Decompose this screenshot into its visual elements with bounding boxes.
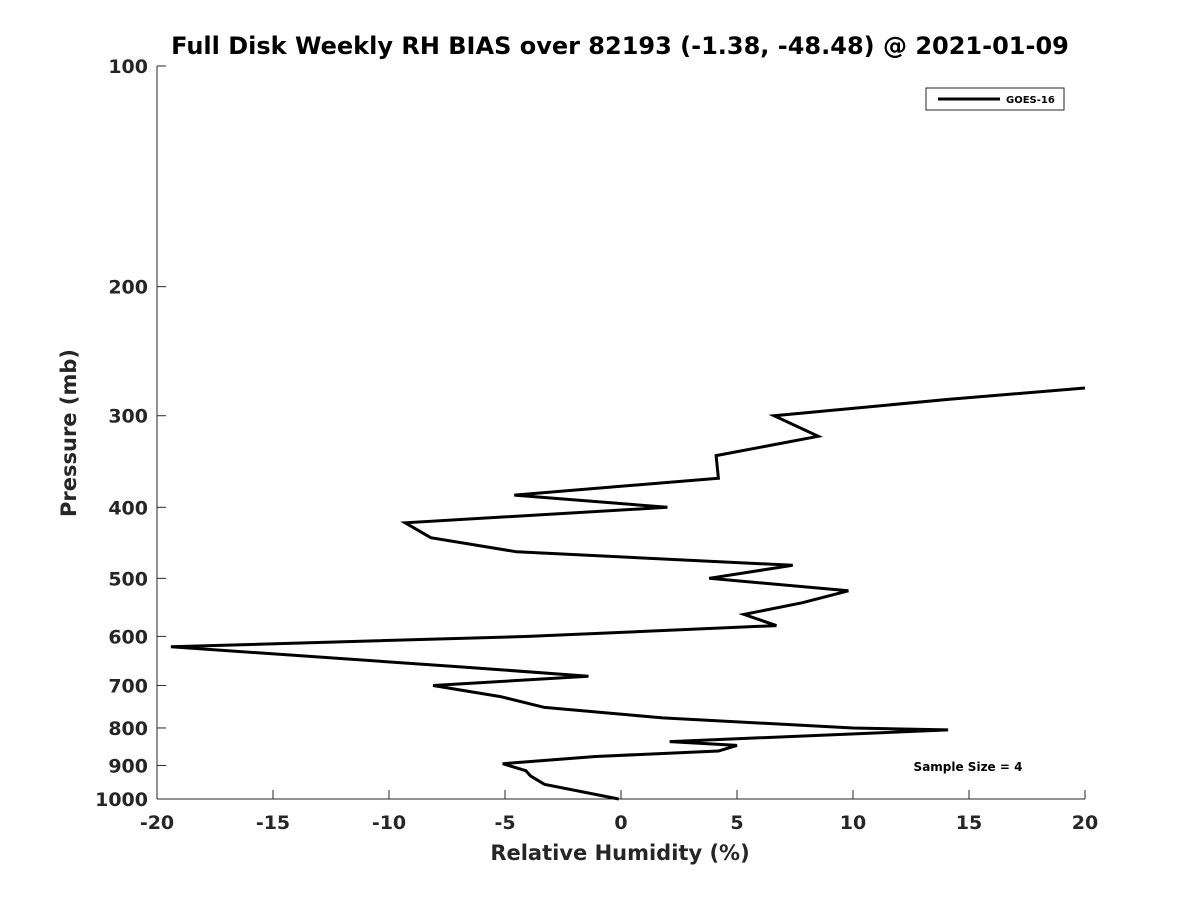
legend: GOES-16 [925,87,1065,111]
y-tick-label: 400 [108,497,148,519]
chart-title: Full Disk Weekly RH BIAS over 82193 (-1.… [171,32,1069,60]
x-tick-label: 0 [614,812,627,834]
series-line-goes-16 [170,386,1086,801]
x-tick-label: -10 [372,812,406,834]
x-tick-label: -20 [140,812,174,834]
x-axis-ticks: -20 -15 -10 -5 0 5 10 15 20 [140,790,1098,834]
y-tick-label: 600 [108,626,148,648]
y-tick-label: 700 [108,675,148,697]
y-tick-label: 300 [108,406,148,428]
y-tick-label: 100 [108,56,148,78]
x-tick-label: 10 [840,812,866,834]
sample-size-annotation: Sample Size = 4 [914,760,1023,774]
x-tick-label: 20 [1072,812,1098,834]
y-tick-label: 500 [108,568,148,590]
x-tick-label: -15 [256,812,290,834]
y-tick-label: 900 [108,755,148,777]
y-tick-label: 200 [108,277,148,299]
y-tick-label: 800 [108,718,148,740]
legend-label-goes-16: GOES-16 [1006,95,1055,106]
y-axis-label: Pressure (mb) [57,349,81,517]
x-tick-label: 15 [956,812,982,834]
series-layer [170,386,1086,801]
y-axis-ticks: 100 200 300 400 500 600 700 800 900 1000 [95,56,166,811]
x-tick-label: 5 [730,812,743,834]
y-tick-label: 1000 [95,789,148,811]
x-tick-label: -5 [494,812,515,834]
x-axis-label: Relative Humidity (%) [490,841,749,865]
